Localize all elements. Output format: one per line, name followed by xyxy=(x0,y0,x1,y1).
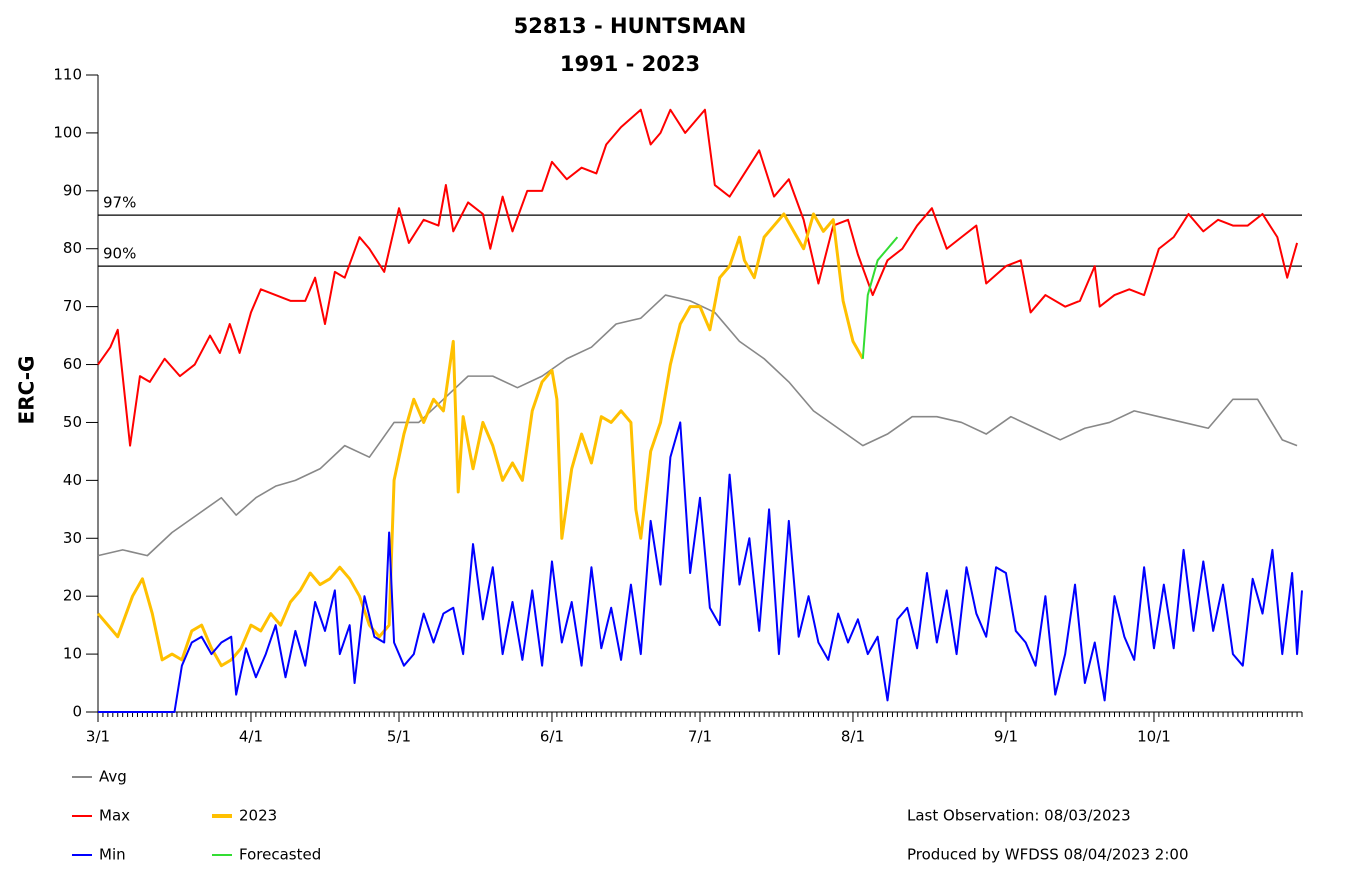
x-tick-label: 7/1 xyxy=(688,728,712,746)
x-tick-label: 5/1 xyxy=(387,728,411,746)
legend-label: Forecasted xyxy=(239,846,321,864)
x-tick-label: 4/1 xyxy=(239,728,263,746)
chart-title: 52813 - HUNTSMAN xyxy=(514,14,747,38)
legend-label: Max xyxy=(99,807,130,825)
x-tick-label: 8/1 xyxy=(841,728,865,746)
threshold-label: 90% xyxy=(103,245,136,263)
threshold-label: 97% xyxy=(103,194,136,212)
x-tick-label: 10/1 xyxy=(1137,728,1171,746)
y-tick-label: 110 xyxy=(53,66,82,84)
y-tick-label: 0 xyxy=(72,703,82,721)
note: Produced by WFDSS 08/04/2023 2:00 xyxy=(907,846,1188,864)
note: Last Observation: 08/03/2023 xyxy=(907,807,1131,825)
legend-label: 2023 xyxy=(239,807,277,825)
chart-subtitle: 1991 - 2023 xyxy=(560,52,700,76)
legend-label: Avg xyxy=(99,768,127,786)
y-tick-label: 90 xyxy=(63,181,82,199)
y-axis-label: ERC-G xyxy=(15,356,39,425)
y-tick-label: 60 xyxy=(63,355,82,373)
series-line xyxy=(97,108,1299,447)
y-tick-label: 70 xyxy=(63,297,82,315)
series-line xyxy=(98,421,1303,713)
x-tick-label: 6/1 xyxy=(540,728,564,746)
y-tick-label: 80 xyxy=(63,239,82,257)
y-tick-label: 10 xyxy=(63,645,82,663)
y-tick-label: 30 xyxy=(63,529,82,547)
y-tick-label: 50 xyxy=(63,413,82,431)
series-line xyxy=(96,212,865,668)
x-tick-label: 9/1 xyxy=(994,728,1018,746)
legend-label: Min xyxy=(99,846,126,864)
y-tick-label: 40 xyxy=(63,471,82,489)
x-tick-label: 3/1 xyxy=(86,728,110,746)
series-line xyxy=(861,236,899,359)
y-tick-label: 100 xyxy=(53,123,82,141)
series-line xyxy=(97,294,1298,557)
y-tick-label: 20 xyxy=(63,587,82,605)
